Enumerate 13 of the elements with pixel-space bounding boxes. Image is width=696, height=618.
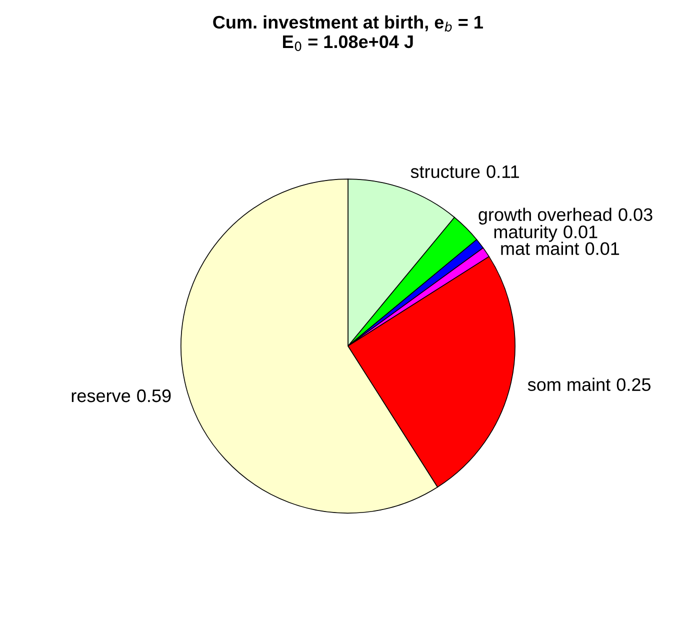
slice-label: som maint: [528, 378, 610, 392]
slice-label: maturity: [494, 225, 558, 242]
data-label: 0.59: [137, 389, 171, 402]
data-label: 0.25: [616, 378, 651, 392]
slice-label: mat maint: [501, 242, 580, 256]
slice-label: structure: [410, 166, 480, 178]
data-label: 0.11: [486, 165, 519, 178]
slice-label: growth overhead: [478, 208, 612, 225]
data-label: 0.01: [585, 242, 620, 256]
data-label: 0.01: [564, 226, 598, 238]
data-label: 0.03: [618, 208, 652, 221]
slice-label: reserve: [72, 392, 130, 402]
chart-title: Cum. investment at birth, e$_{b}$ = 1 E$_{0}$ = 1.08e+04 J: [213, 15, 483, 52]
